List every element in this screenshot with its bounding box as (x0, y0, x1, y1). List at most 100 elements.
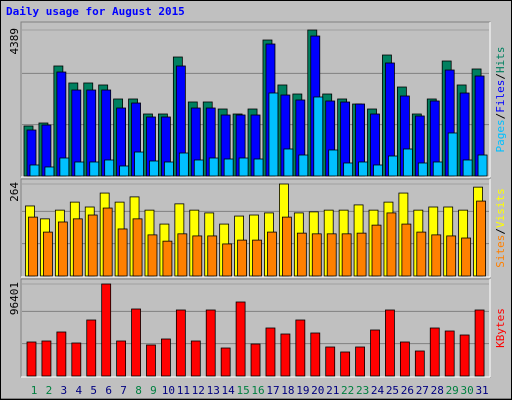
bar (476, 200, 486, 277)
legend: KBytes (494, 308, 507, 348)
bar (341, 233, 352, 277)
bar (356, 232, 367, 277)
x-tick-label: 23 (356, 384, 369, 397)
bar (131, 308, 141, 377)
bar (89, 161, 100, 177)
legend-separator: / (494, 73, 507, 80)
bar (373, 164, 383, 177)
bar (417, 162, 428, 177)
x-tick-label: 9 (150, 384, 157, 397)
bar (250, 343, 261, 377)
bar (326, 233, 337, 277)
bar (71, 342, 82, 377)
legend-entry: Hits (494, 47, 507, 74)
bar (104, 159, 115, 177)
chart-title: Daily usage for August 2015 (6, 5, 185, 18)
bar (401, 223, 412, 277)
bar (72, 218, 83, 277)
bar (477, 154, 488, 177)
x-tick-label: 17 (266, 384, 279, 397)
legend-entry: Visits (494, 188, 507, 228)
x-tick-label: 6 (105, 384, 112, 397)
x-tick-label: 18 (281, 384, 294, 397)
legend: Sites/Visits (494, 188, 507, 268)
bar (117, 228, 128, 277)
bar (267, 231, 277, 277)
bar (132, 218, 143, 277)
bar (268, 92, 279, 177)
x-tick-label: 5 (90, 384, 97, 397)
bar (162, 240, 173, 277)
bar (101, 283, 112, 377)
bar (370, 329, 380, 377)
bar (459, 334, 470, 377)
x-tick-label: 13 (207, 384, 220, 397)
bar (385, 309, 395, 377)
bar (313, 96, 324, 177)
bar (44, 166, 55, 177)
bar (56, 331, 67, 377)
bar (237, 239, 247, 277)
bar (402, 148, 413, 177)
x-tick-label: 20 (311, 384, 324, 397)
x-tick-label: 14 (222, 384, 236, 397)
bar (282, 216, 292, 277)
bar (87, 214, 98, 277)
bar (416, 231, 427, 277)
x-tick-label: 11 (177, 384, 190, 397)
x-tick-label: 29 (446, 384, 459, 397)
bar (355, 346, 365, 377)
bar (220, 347, 231, 377)
x-tick-label: 12 (192, 384, 205, 397)
bar (119, 165, 130, 177)
bar (222, 243, 233, 277)
bar (311, 233, 322, 277)
bar (149, 160, 159, 177)
bar (358, 161, 368, 177)
bar (340, 351, 351, 377)
bar (134, 151, 144, 177)
bar (205, 309, 216, 377)
bar (474, 309, 485, 377)
bar (147, 234, 158, 277)
bar (235, 301, 246, 377)
x-tick-label: 15 (236, 384, 249, 397)
bar (41, 340, 52, 377)
y-tick-label: 96401 (8, 282, 21, 315)
y-tick-label: 4389 (8, 28, 21, 55)
bar (26, 341, 37, 377)
bar (192, 235, 203, 277)
bar (325, 346, 336, 377)
x-tick-label: 30 (461, 384, 474, 397)
bar (59, 157, 70, 177)
bar (447, 132, 458, 177)
bar (161, 338, 171, 377)
bar (343, 162, 354, 177)
bar (252, 239, 262, 277)
bar (444, 330, 455, 377)
x-tick-label: 31 (475, 384, 488, 397)
x-tick-label: 21 (326, 384, 339, 397)
x-tick-label: 4 (75, 384, 82, 397)
bar (432, 161, 443, 177)
bar (414, 350, 425, 377)
bar (190, 340, 201, 377)
bar (399, 341, 410, 377)
bar (29, 164, 40, 177)
bar (116, 340, 127, 377)
bar (388, 155, 398, 177)
bar (253, 158, 264, 177)
bar (175, 309, 186, 377)
x-tick-label: 16 (251, 384, 264, 397)
bar (74, 161, 85, 177)
bar (446, 235, 457, 277)
bar (296, 232, 307, 277)
bar (177, 233, 188, 277)
bar (461, 237, 472, 277)
y-tick-label: 264 (8, 182, 21, 202)
bar (280, 333, 291, 377)
x-tick-label: 28 (431, 384, 444, 397)
x-tick-label: 1 (31, 384, 38, 397)
bar (310, 332, 321, 377)
